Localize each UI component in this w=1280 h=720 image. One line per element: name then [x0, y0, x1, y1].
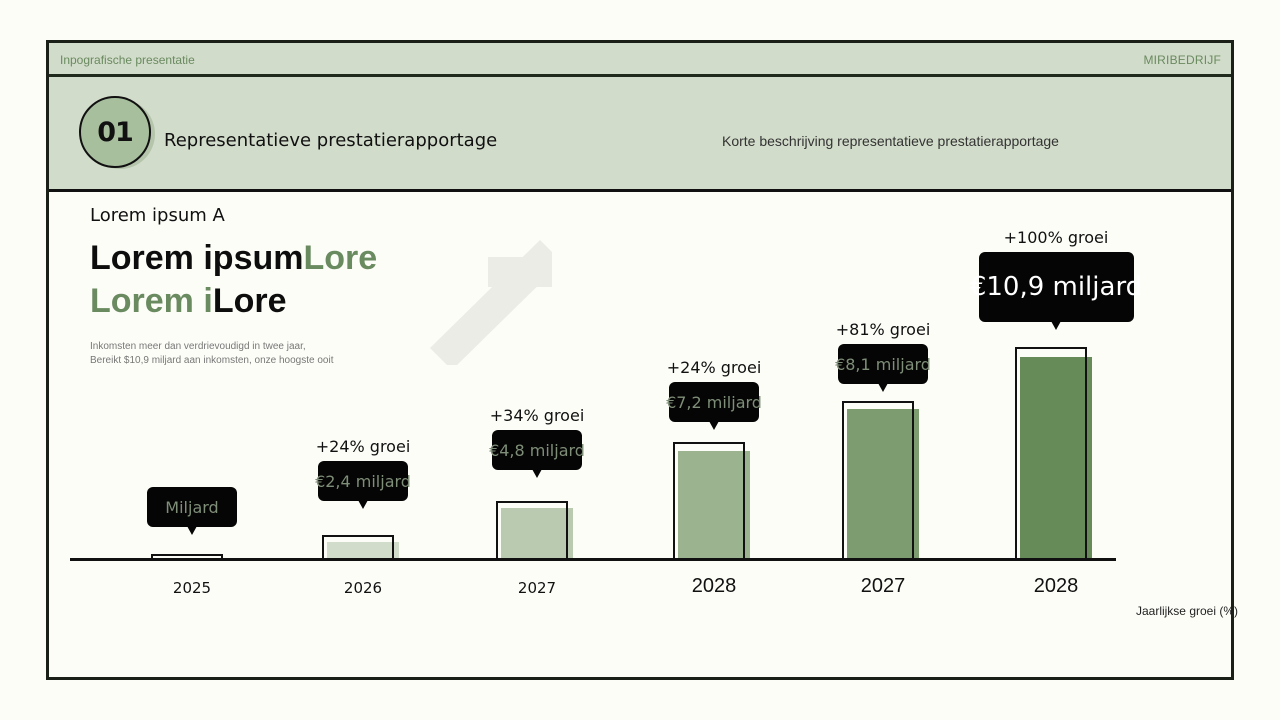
section-description: Korte beschrijving representatieve prest…	[722, 133, 1059, 149]
headline-dark-2: Lore	[212, 282, 287, 320]
value-label: €7,2 miljard	[666, 392, 762, 412]
value-label: €4,8 miljard	[489, 440, 585, 460]
growth-label: +34% groei	[489, 406, 585, 425]
value-label: Miljard	[165, 497, 219, 517]
lead-note: Inkomsten meer dan verdrievoudigd in twe…	[90, 340, 333, 368]
bar-outline	[673, 442, 745, 558]
growth-label: +81% groei	[835, 320, 931, 339]
x-tick-label: 2028	[691, 575, 737, 597]
x-tick-label: 2028	[1033, 575, 1079, 597]
value-tooltip: €4,8 miljard	[489, 430, 585, 478]
x-axis-line	[70, 558, 1116, 561]
bar-outline	[322, 535, 394, 558]
growth-label: +24% groei	[315, 437, 411, 456]
value-tooltip: €2,4 miljard	[315, 461, 411, 509]
lead-headline: Lorem ipsumLore Lorem iLore	[90, 237, 377, 323]
brand-name: MIRIBEDRIJF	[1143, 53, 1221, 67]
x-tick-label: 2027	[860, 575, 906, 597]
x-tick-label: 2025	[172, 579, 212, 597]
lead-subtitle: Lorem ipsum A	[90, 205, 225, 226]
growth-label: +100% groei	[1003, 228, 1109, 247]
bar-fill	[501, 508, 573, 558]
top-bar: Inpografische presentatie MIRIBEDRIJF	[49, 43, 1231, 77]
bar-outline	[151, 554, 223, 558]
headline-green-2: Lorem i	[90, 282, 213, 320]
growth-label: +24% groei	[666, 358, 762, 377]
section-number-badge: 01	[79, 96, 151, 168]
x-tick-label: 2026	[343, 579, 383, 597]
headline-dark-1: Lorem ipsum	[90, 239, 304, 277]
bar-fill	[847, 409, 919, 558]
value-tooltip: €7,2 miljard	[666, 382, 762, 430]
value-tooltip: €8,1 miljard	[835, 344, 931, 392]
axis-title: Jaarlijkse groei (%)	[1135, 604, 1238, 618]
bar-fill	[1020, 357, 1092, 558]
bar-outline	[1015, 347, 1087, 558]
bar-outline	[496, 501, 568, 558]
value-label: €10,9 miljard	[969, 272, 1143, 302]
bar-fill	[327, 542, 399, 558]
growth-arrow-icon	[430, 240, 552, 365]
headline-green-1: Lore	[303, 239, 378, 277]
section-title: Representatieve prestatierapportage	[164, 130, 498, 151]
section-header: 01 Representatieve prestatierapportage K…	[49, 77, 1231, 192]
note-line-2: Bereikt $10,9 miljard aan inkomsten, onz…	[90, 355, 334, 366]
note-line-1: Inkomsten meer dan verdrievoudigd in twe…	[90, 341, 306, 352]
value-tooltip: €10,9 miljard	[970, 252, 1142, 330]
value-tooltip: Miljard	[147, 487, 237, 535]
x-tick-label: 2027	[517, 579, 557, 597]
presentation-label: Inpografische presentatie	[60, 53, 195, 67]
bar-outline	[842, 401, 914, 558]
value-label: €2,4 miljard	[315, 471, 411, 491]
value-label: €8,1 miljard	[835, 354, 931, 374]
bar-fill	[678, 451, 750, 558]
